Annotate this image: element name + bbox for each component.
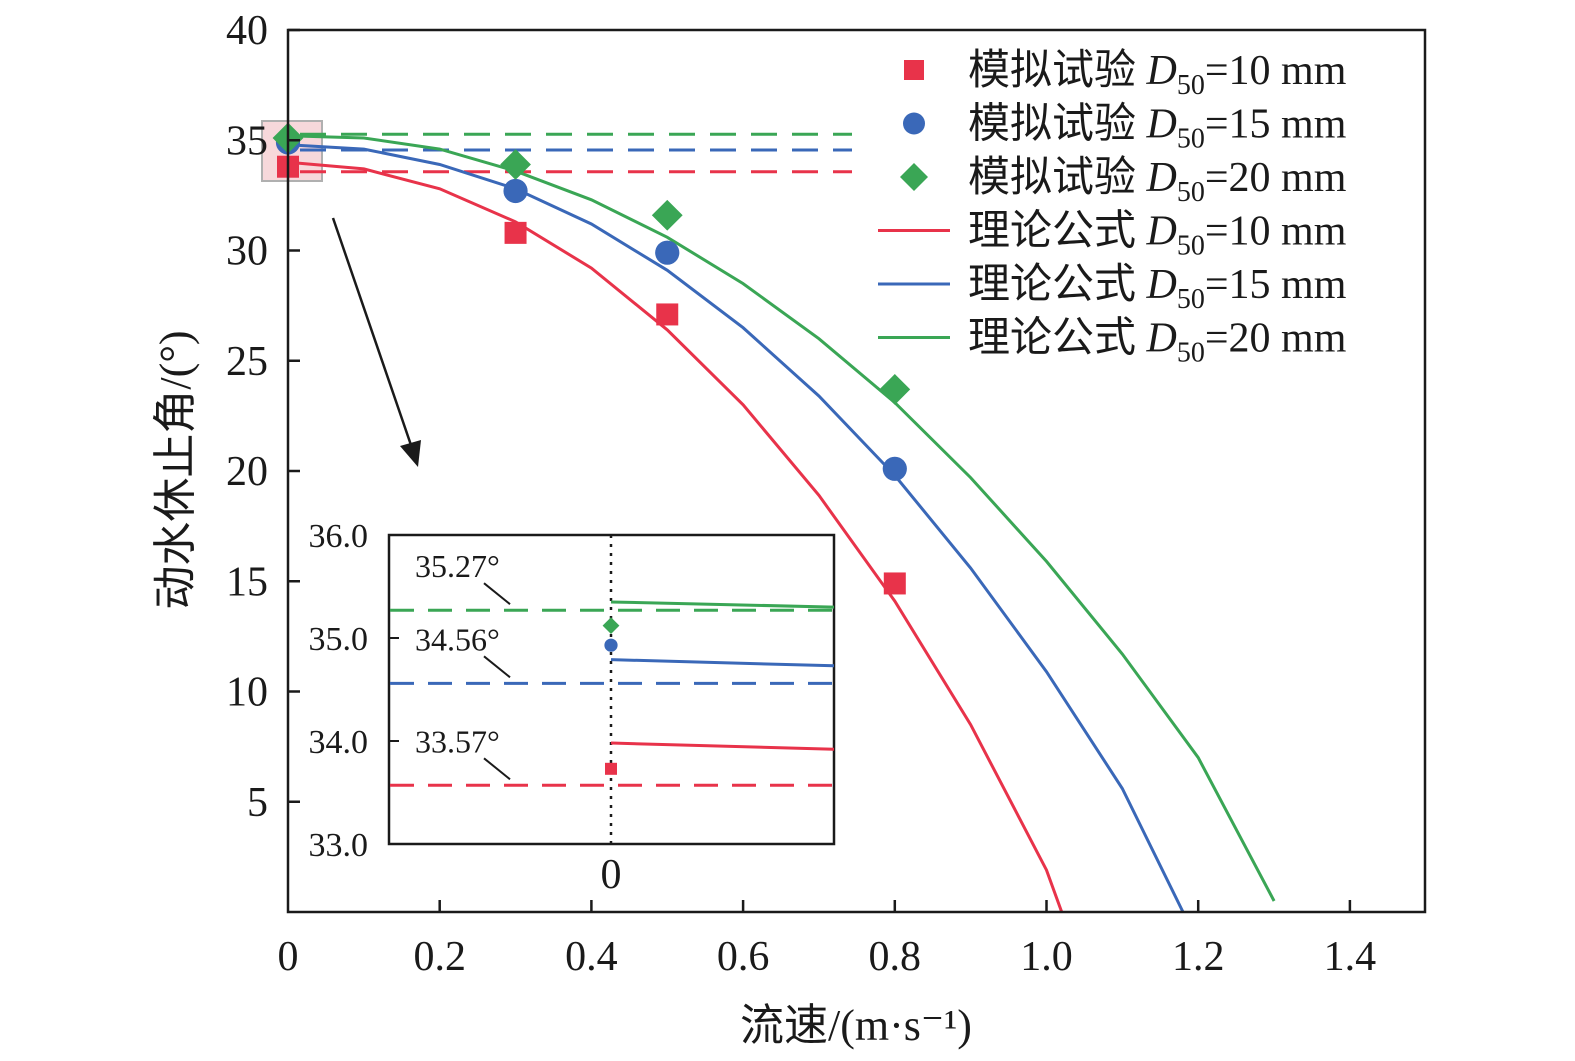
inset-y-tick-label: 35.0: [309, 621, 369, 658]
legend-marker-swatch: [904, 60, 924, 80]
legend-marker-swatch: [903, 112, 925, 135]
inset-x-tick-label: 0: [601, 852, 622, 898]
data-point-marker: [883, 572, 906, 595]
y-axis-title: 动水休止角/(°): [151, 330, 200, 609]
y-tick-label: 10: [226, 670, 268, 716]
inset-data-point: [604, 638, 618, 652]
inset-theory-line: [610, 658, 835, 668]
x-tick-label: 1.4: [1324, 934, 1377, 980]
x-axis-title: 流速/(m·s⁻¹): [740, 1001, 972, 1050]
data-point-marker: [879, 374, 911, 405]
data-point-marker: [655, 240, 680, 265]
data-point-marker: [504, 221, 527, 244]
theory-curve-line: [287, 143, 1185, 913]
y-tick-label: 20: [226, 449, 268, 495]
inset-theory-line: [610, 600, 835, 609]
annotation-leader-line: [483, 757, 511, 781]
legend-entry-label: 理论公式 D50=20 mm: [968, 316, 1347, 369]
inset-y-tick-label: 36.0: [309, 518, 369, 555]
x-tick-label: 0: [278, 934, 299, 980]
y-tick-label: 5: [247, 780, 268, 826]
inset-theory-line: [610, 741, 835, 751]
legend-entry-label: 模拟试验 D50=20 mm: [968, 154, 1347, 208]
y-tick-label: 15: [226, 559, 268, 605]
y-tick-label: 35: [226, 118, 268, 164]
data-point-marker: [500, 149, 531, 180]
legend-entry-label: 理论公式 D50=15 mm: [968, 262, 1347, 315]
x-tick-label: 1.0: [1020, 934, 1073, 980]
data-point-marker: [503, 178, 528, 204]
y-tick-label: 40: [226, 8, 268, 54]
x-tick-label: 0.8: [869, 934, 922, 980]
inset-data-point: [605, 762, 617, 775]
legend-entry-label: 模拟试验 D50=10 mm: [968, 47, 1347, 101]
inset-value-annotation: 34.56°: [415, 621, 500, 657]
theory-curve-line: [287, 160, 1064, 913]
inset-value-annotation: 35.27°: [415, 548, 500, 584]
x-tick-label: 1.2: [1172, 934, 1225, 980]
x-tick-label: 0.4: [565, 934, 618, 980]
inset-y-tick-label: 33.0: [309, 827, 369, 864]
zoom-arrow: [331, 217, 421, 467]
data-point-marker: [882, 456, 907, 481]
x-tick-label: 0.2: [413, 934, 466, 980]
legend-entry-label: 理论公式 D50=10 mm: [968, 209, 1347, 262]
legend-entry-label: 模拟试验 D50=15 mm: [968, 101, 1347, 155]
y-tick-label: 30: [226, 229, 268, 275]
x-tick-label: 0.6: [717, 934, 770, 980]
data-point-marker: [656, 303, 679, 326]
data-point-marker: [651, 199, 683, 231]
y-tick-label: 25: [226, 339, 268, 385]
theory-curve-line: [287, 134, 1276, 902]
inset-value-annotation: 33.57°: [415, 723, 500, 759]
inset-y-tick-label: 34.0: [309, 724, 369, 761]
inset-data-point: [602, 617, 620, 635]
annotation-leader-line: [483, 655, 511, 679]
annotation-leader-line: [483, 582, 511, 605]
legend-marker-swatch: [900, 163, 928, 191]
